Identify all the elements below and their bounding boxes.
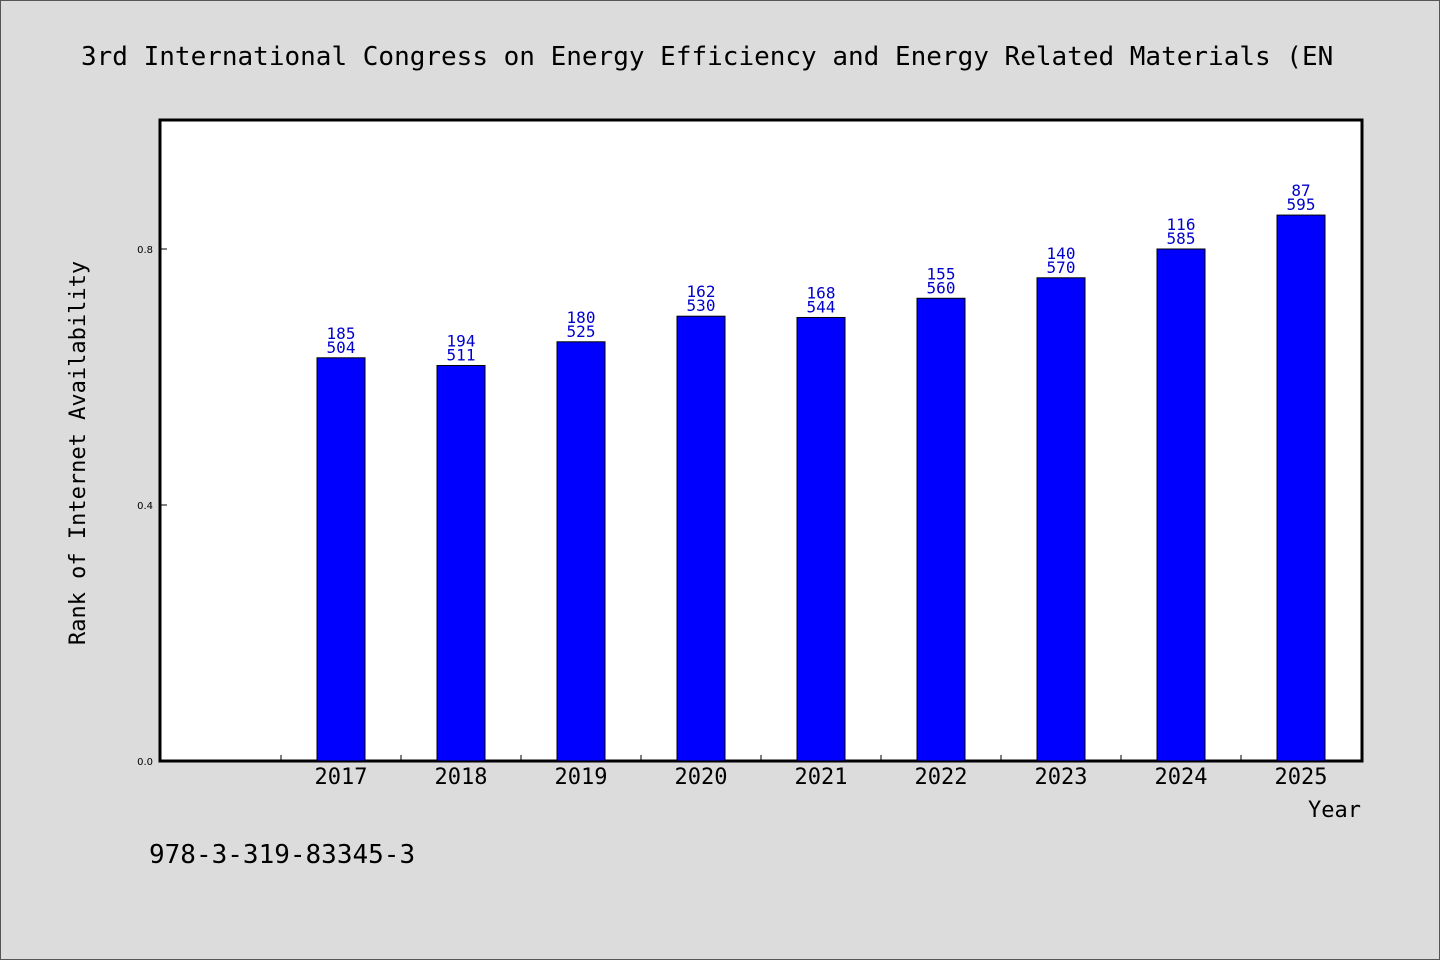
x-tick-label-2023: 2023 — [1035, 765, 1088, 790]
x-axis: 2017 2018 2019 2020 2021 2022 2023 2024 2025 — [280, 755, 1362, 790]
y-tick-label: 0.8 — [137, 245, 153, 256]
data-label-top-2017: 185 — [327, 324, 356, 343]
x-axis-label: Year — [1308, 798, 1361, 823]
data-label-top-2023: 140 — [1047, 244, 1076, 263]
data-label-bottom-2021: 544 — [807, 297, 836, 316]
y-axis: 0.0 0.4 0.8 — [137, 245, 167, 768]
bar-2025 — [1276, 214, 1326, 762]
x-tick-label-2022: 2022 — [915, 765, 968, 790]
data-label-bottom-2024: 585 — [1167, 229, 1196, 248]
chart-title: 3rd International Congress on Energy Eff… — [81, 42, 1333, 72]
bar-group — [316, 214, 1326, 762]
data-label-bottom-2018: 511 — [447, 345, 476, 364]
x-tick-label-2017: 2017 — [315, 765, 368, 790]
bar-2024 — [1156, 248, 1206, 762]
x-tick-label-2020: 2020 — [675, 765, 728, 790]
x-tick-label-2019: 2019 — [555, 765, 608, 790]
data-label-bottom-2020: 530 — [687, 296, 716, 315]
bar-2019 — [556, 341, 606, 762]
data-label-bottom-2022: 560 — [927, 278, 956, 297]
data-label-top-2025: 87 — [1291, 181, 1310, 200]
bar-2022 — [916, 297, 966, 762]
isbn-text: 978-3-319-83345-3 — [149, 840, 415, 870]
y-tick-label: 0.0 — [137, 757, 153, 768]
data-label-bottom-2025: 595 — [1287, 195, 1316, 214]
bar-2023 — [1036, 277, 1086, 762]
y-tick-label: 0.4 — [137, 501, 153, 512]
data-label-top-2022: 155 — [927, 264, 956, 283]
bar-2018 — [436, 364, 486, 762]
x-tick-label-2021: 2021 — [795, 765, 848, 790]
data-label-bottom-2023: 570 — [1047, 258, 1076, 277]
bar-2021 — [796, 316, 846, 762]
x-tick-label-2024: 2024 — [1155, 765, 1208, 790]
data-label-top-2021: 168 — [807, 283, 836, 302]
data-label-top-2018: 194 — [447, 331, 476, 350]
bar-2017 — [316, 357, 366, 762]
data-label-top-2019: 180 — [567, 308, 596, 327]
data-label-bottom-2019: 525 — [567, 322, 596, 341]
data-label-top-2024: 116 — [1167, 215, 1196, 234]
bar-2020 — [676, 315, 726, 762]
data-label-top-2020: 162 — [687, 282, 716, 301]
x-tick-label-2025: 2025 — [1275, 765, 1328, 790]
data-label-bottom-2017: 504 — [327, 338, 356, 357]
x-tick-label-2018: 2018 — [435, 765, 488, 790]
y-axis-label: Rank of Internet Availability — [66, 261, 91, 645]
